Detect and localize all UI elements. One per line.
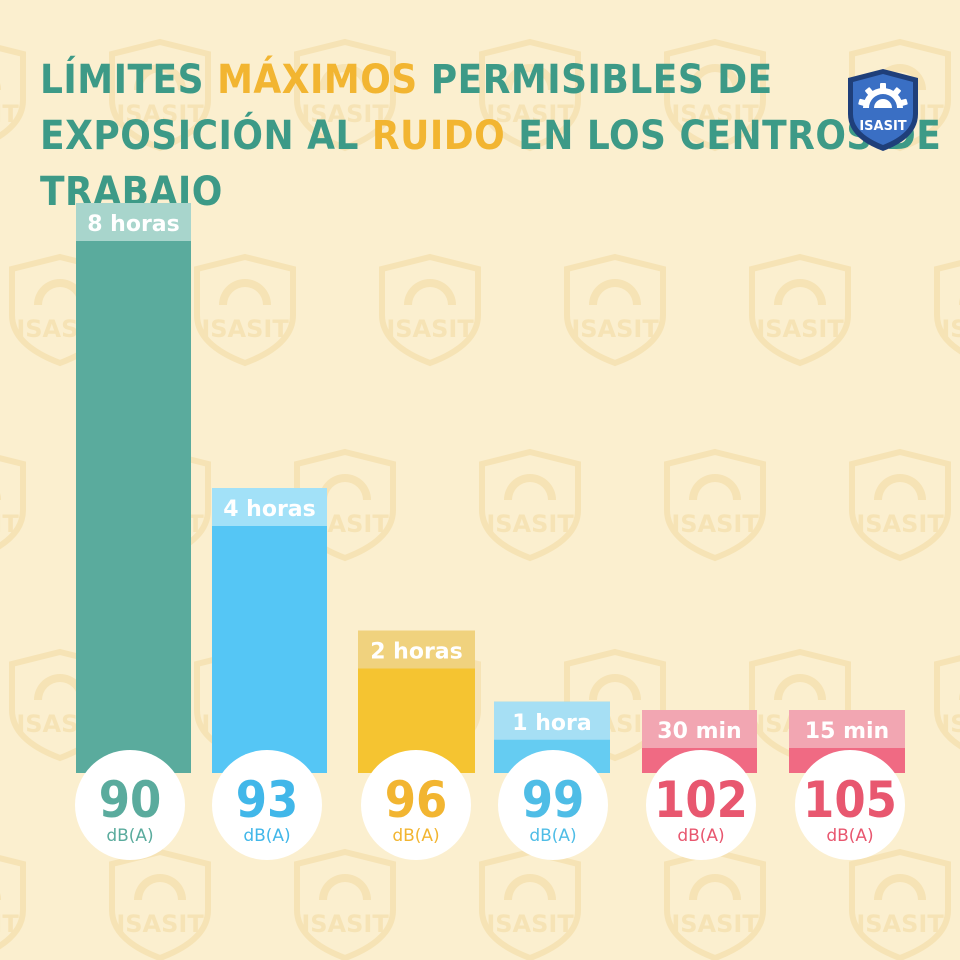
bar-duration-label: 8 horas	[87, 212, 180, 237]
title-highlight-word: MÁXIMOS	[217, 57, 418, 103]
bar-duration-label: 2 horas	[370, 640, 463, 665]
db-value-circle	[498, 750, 608, 860]
bar-duration-label: 15 min	[805, 719, 889, 744]
bar-duration-label: 1 hora	[512, 711, 591, 736]
db-unit-label: dB(A)	[392, 826, 439, 846]
db-unit-label: dB(A)	[826, 826, 873, 846]
title-highlight-word: RUIDO	[371, 113, 506, 159]
db-value-number: 96	[385, 771, 448, 829]
bar-duration-label-bg	[642, 710, 757, 748]
db-unit-label: dB(A)	[529, 826, 576, 846]
db-value-number: 105	[803, 771, 897, 829]
db-value-circle	[646, 750, 756, 860]
db-value-circle	[75, 750, 185, 860]
bar-duration-label-bg	[494, 701, 610, 740]
title-text: LÍMITES	[40, 57, 218, 103]
title-text: PERMISIBLES DE	[417, 57, 773, 103]
bar-duration-label-bg	[358, 630, 475, 669]
db-unit-label: dB(A)	[243, 826, 290, 846]
bar-duration-label: 4 horas	[223, 497, 316, 522]
bar-duration-label-bg	[789, 710, 905, 748]
db-value-number: 102	[654, 771, 748, 829]
bar-duration-label-bg	[76, 203, 191, 241]
title-line-1: LÍMITES MÁXIMOS PERMISIBLES DE	[40, 52, 960, 108]
db-value-circle	[212, 750, 322, 860]
db-value-number: 90	[99, 771, 162, 829]
db-value-circle	[361, 750, 471, 860]
gear-shield-logo-icon: ISASIT	[848, 69, 918, 151]
logo-text: ISASIT	[859, 119, 906, 134]
page-title: LÍMITES MÁXIMOS PERMISIBLES DE EXPOSICIÓ…	[40, 52, 960, 220]
db-value-number: 93	[236, 771, 299, 829]
db-value-circle	[795, 750, 905, 860]
bar-duration-label: 30 min	[657, 719, 741, 744]
bar	[212, 488, 327, 773]
title-text: EXPOSICIÓN AL	[40, 113, 372, 159]
bar	[76, 203, 191, 773]
db-unit-label: dB(A)	[106, 826, 153, 846]
bar-duration-label-bg	[212, 488, 327, 526]
db-value-number: 99	[522, 771, 585, 829]
db-unit-label: dB(A)	[677, 826, 724, 846]
